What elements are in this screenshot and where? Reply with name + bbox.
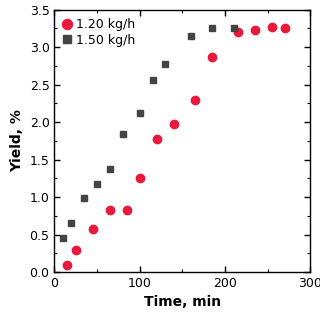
1.50 kg/h <box>61 236 65 239</box>
Legend: 1.20 kg/h, 1.50 kg/h: 1.20 kg/h, 1.50 kg/h <box>61 16 137 49</box>
1.20 kg/h <box>253 28 257 32</box>
1.20 kg/h <box>283 27 287 30</box>
1.20 kg/h <box>65 263 69 267</box>
1.20 kg/h <box>138 176 142 180</box>
1.50 kg/h <box>121 132 124 136</box>
1.20 kg/h <box>125 208 129 212</box>
1.20 kg/h <box>91 227 95 231</box>
1.20 kg/h <box>155 137 159 140</box>
Y-axis label: Yield, %: Yield, % <box>10 109 24 172</box>
Line: 1.20 kg/h: 1.20 kg/h <box>63 23 289 269</box>
1.20 kg/h <box>74 248 78 252</box>
1.50 kg/h <box>151 78 155 82</box>
1.50 kg/h <box>164 62 167 66</box>
1.20 kg/h <box>172 122 176 126</box>
1.50 kg/h <box>69 221 73 225</box>
1.50 kg/h <box>210 27 214 30</box>
1.20 kg/h <box>236 30 240 34</box>
1.20 kg/h <box>108 208 112 212</box>
1.50 kg/h <box>232 27 236 30</box>
1.50 kg/h <box>138 111 142 115</box>
1.50 kg/h <box>189 34 193 38</box>
1.50 kg/h <box>95 182 99 186</box>
1.20 kg/h <box>270 25 274 29</box>
1.20 kg/h <box>193 98 197 102</box>
1.50 kg/h <box>82 196 86 200</box>
Line: 1.50 kg/h: 1.50 kg/h <box>60 25 237 241</box>
1.50 kg/h <box>108 167 112 171</box>
1.20 kg/h <box>210 55 214 59</box>
X-axis label: Time, min: Time, min <box>144 295 221 309</box>
